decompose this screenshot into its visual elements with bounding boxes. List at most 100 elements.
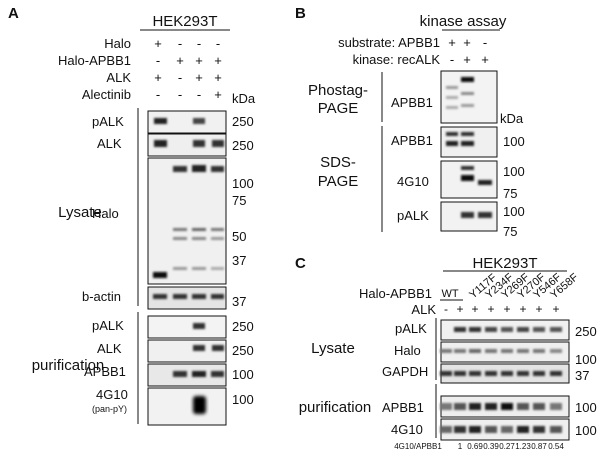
blot-label-palk-c: pALK [395, 321, 427, 336]
cell-line-label-c: HEK293T [472, 255, 537, 272]
marker-37-gapdh-c: 37 [575, 368, 589, 383]
blot-halo-a [147, 157, 227, 285]
band-halo-c [501, 349, 513, 353]
marker-100-4g10-a: 100 [232, 392, 254, 407]
blot-label-palk-a: pALK [92, 114, 124, 129]
condition-sign: + [195, 70, 203, 85]
marker-37-halo-a: 37 [232, 253, 246, 268]
group-label-purification-a: purification [32, 357, 105, 374]
marker-100-halo-c: 100 [575, 352, 597, 367]
cell-line-label-a: HEK293T [152, 13, 217, 30]
band-halo-c [550, 349, 562, 353]
band-apbb1-c [550, 403, 562, 410]
panel-b: B kinase assay substrate: APBB1 kinase: … [295, 5, 525, 239]
alk-sign: + [519, 302, 526, 316]
blot-label-halo-c: Halo [394, 343, 421, 358]
condition-sign: - [178, 87, 182, 102]
marker-100-apbb1-a: 100 [232, 367, 254, 382]
blot-palk-purif-a [147, 315, 227, 339]
condition-sign: + [154, 70, 162, 85]
alk-signs-c: - + + + + + + + [444, 302, 560, 316]
bands-a [153, 118, 224, 414]
blot-label-alk-a: ALK [97, 136, 122, 151]
band-gapdh-c [469, 371, 481, 376]
condition-sign: + [154, 36, 162, 51]
band-halo-c [440, 349, 452, 353]
condition-label-halo-apbb1: Halo-APBB1 [58, 53, 131, 68]
blot-label-apbb1-c: APBB1 [382, 400, 424, 415]
blot-label-palk-purif-a: pALK [92, 318, 124, 333]
condition-signs-b: + + -- + + [448, 35, 489, 67]
condition-signs-a: + - - -- + + ++ - + +- - - + [154, 36, 222, 102]
ratio-value: 1 [458, 442, 463, 451]
blot-label-4g10-b: 4G10 [397, 174, 429, 189]
marker-75-halo-a: 75 [232, 193, 246, 208]
marker-75-palk-b: 75 [503, 224, 517, 239]
group-label-phostag-line1: Phostag- [308, 82, 368, 99]
band-apbb1-c [533, 403, 545, 410]
condition-sign: - [197, 87, 201, 102]
condition-sign: - [216, 36, 220, 51]
band-halo-c [454, 349, 466, 353]
blot-alk-a [147, 133, 227, 157]
band-4g10-c [485, 426, 497, 433]
panel-a: A HEK293T Halo Halo-APBB1 ALK Alectinib … [8, 5, 256, 426]
condition-sign: + [481, 52, 489, 67]
alk-sign: + [471, 302, 478, 316]
condition-sign: - [450, 52, 454, 67]
band-palk-c [550, 327, 562, 332]
band-apbb1-c [517, 403, 529, 410]
condition-sign: - [197, 36, 201, 51]
band-apbb1-c [454, 403, 466, 410]
band-palk-c [469, 327, 481, 332]
marker-100-apbb1-b: 100 [503, 134, 525, 149]
group-label-lysate-a: Lysate [58, 204, 102, 221]
condition-sign: + [463, 52, 471, 67]
band-gapdh-c [501, 371, 513, 376]
band-4g10-c [501, 426, 513, 433]
panel-letter-b: B [295, 5, 306, 22]
condition-label-halo: Halo [104, 36, 131, 51]
blot-label-gapdh-c: GAPDH [382, 364, 428, 379]
band-palk-c [517, 327, 529, 332]
condition-sign: + [176, 53, 184, 68]
blot-label-bactin-a: b-actin [82, 289, 121, 304]
group-label-sds-line1: SDS- [320, 154, 356, 171]
alk-sign: + [552, 302, 559, 316]
band-4g10-c [469, 426, 481, 433]
band-gapdh-c [550, 371, 562, 376]
kda-header-a: kDa [232, 91, 256, 106]
condition-sign: + [448, 35, 456, 50]
blot-sublabel-pan-py: (pan-pY) [92, 404, 127, 414]
condition-sign: - [483, 35, 487, 50]
band-halo-c [485, 349, 497, 353]
condition-sign: + [214, 87, 222, 102]
blot-alk-purif-a [147, 339, 227, 363]
blot-label-apbb1-phostag: APBB1 [391, 95, 433, 110]
band-gapdh-c [533, 371, 545, 376]
marker-250-palk-purif-a: 250 [232, 319, 254, 334]
marker-100-palk-b: 100 [503, 204, 525, 219]
ratio-value: 1.23 [515, 442, 531, 451]
group-label-lysate-c: Lysate [311, 340, 355, 357]
group-label-phostag-line2: PAGE [318, 100, 359, 117]
bands-b [446, 77, 492, 218]
marker-50-halo-a: 50 [232, 229, 246, 244]
condition-sign: + [195, 53, 203, 68]
marker-250-alk-a: 250 [232, 138, 254, 153]
ratio-value: 0.39 [483, 442, 499, 451]
group-label-sds-line2: PAGE [318, 173, 359, 190]
condition-label-kinase: kinase: recALK [353, 52, 441, 67]
ratio-value: 0.69 [467, 442, 483, 451]
marker-100-halo-a: 100 [232, 176, 254, 191]
alk-sign: + [487, 302, 494, 316]
alk-sign: + [535, 302, 542, 316]
band-4g10-c [454, 426, 466, 433]
blot-label-apbb1-a: APBB1 [84, 364, 126, 379]
marker-100-4g10-b: 100 [503, 164, 525, 179]
marker-250-alk-purif-a: 250 [232, 343, 254, 358]
condition-label-alectinib: Alectinib [82, 87, 131, 102]
band-gapdh-c [485, 371, 497, 376]
